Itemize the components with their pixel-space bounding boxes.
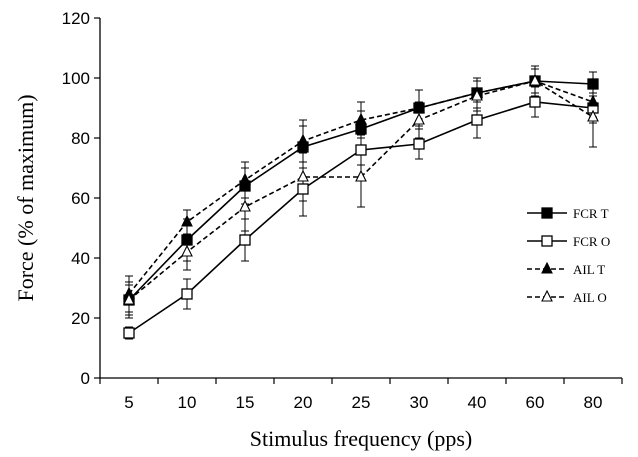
x-tick-label: 30 <box>410 393 429 412</box>
legend-label-fcr-o: FCR O <box>573 234 610 249</box>
ail-t-point <box>355 112 367 125</box>
ail-t-point <box>297 133 309 146</box>
legend-label-ail-o: AIL O <box>573 290 607 305</box>
fcr-o-point <box>529 96 541 108</box>
fcr-t-point <box>181 234 193 246</box>
ail-t-point <box>413 100 425 113</box>
y-axis-title: Force (% of maximum) <box>13 94 38 301</box>
legend: FCR T FCR O AIL T AIL O <box>527 206 610 305</box>
y-ticks: 0 20 40 60 80 100 120 <box>62 9 100 388</box>
fcr-o-point <box>471 114 483 126</box>
ail-o-point <box>123 292 135 305</box>
y-tick-label: 80 <box>71 129 90 148</box>
fcr-o-point <box>413 138 425 150</box>
legend-marker-fcr-o <box>541 235 553 247</box>
y-tick-label: 40 <box>71 249 90 268</box>
x-tick-label: 40 <box>468 393 487 412</box>
error-bars <box>125 65 597 340</box>
y-tick-label: 100 <box>62 69 90 88</box>
ail-o-point <box>413 112 425 125</box>
ail-t-point <box>587 94 599 107</box>
y-tick-label: 120 <box>62 9 90 28</box>
fcr-o-point <box>297 183 309 195</box>
x-tick-label: 25 <box>352 393 371 412</box>
ail-t-point <box>239 172 251 185</box>
x-tick-label: 15 <box>236 393 255 412</box>
y-tick-label: 20 <box>71 309 90 328</box>
legend-label-fcr-t: FCR T <box>573 206 609 221</box>
ail-t-line <box>128 80 594 295</box>
ail-o-line <box>128 80 594 301</box>
x-ticks: 5 10 15 20 25 30 40 60 80 <box>99 378 623 412</box>
fcr-t-point <box>587 78 599 90</box>
ail-o-point <box>297 169 309 182</box>
x-tick-label: 80 <box>584 393 603 412</box>
legend-marker-ail-o <box>541 289 553 302</box>
y-tick-label: 0 <box>81 369 90 388</box>
x-tick-label: 20 <box>294 393 313 412</box>
fcr-o-point <box>123 327 135 339</box>
ail-o-point <box>181 244 193 257</box>
fcr-o-point <box>181 288 193 300</box>
ail-o-point <box>355 169 367 182</box>
ail-t-point <box>181 214 193 227</box>
legend-label-ail-t: AIL T <box>573 262 605 277</box>
legend-marker-ail-t <box>541 261 553 274</box>
x-tick-label: 60 <box>526 393 545 412</box>
ail-o-point <box>529 73 541 86</box>
y-tick-label: 60 <box>71 189 90 208</box>
x-axis-title: Stimulus frequency (pps) <box>250 426 472 451</box>
ail-o-point <box>239 199 251 212</box>
x-tick-label: 10 <box>178 393 197 412</box>
series-markers <box>123 73 599 339</box>
ail-o-point <box>587 109 599 122</box>
x-tick-label: 5 <box>124 393 133 412</box>
fcr-o-point <box>355 144 367 156</box>
fcr-t-point <box>355 123 367 135</box>
fcr-o-point <box>239 234 251 246</box>
legend-marker-fcr-t <box>541 207 553 219</box>
ail-o-point <box>471 88 483 101</box>
